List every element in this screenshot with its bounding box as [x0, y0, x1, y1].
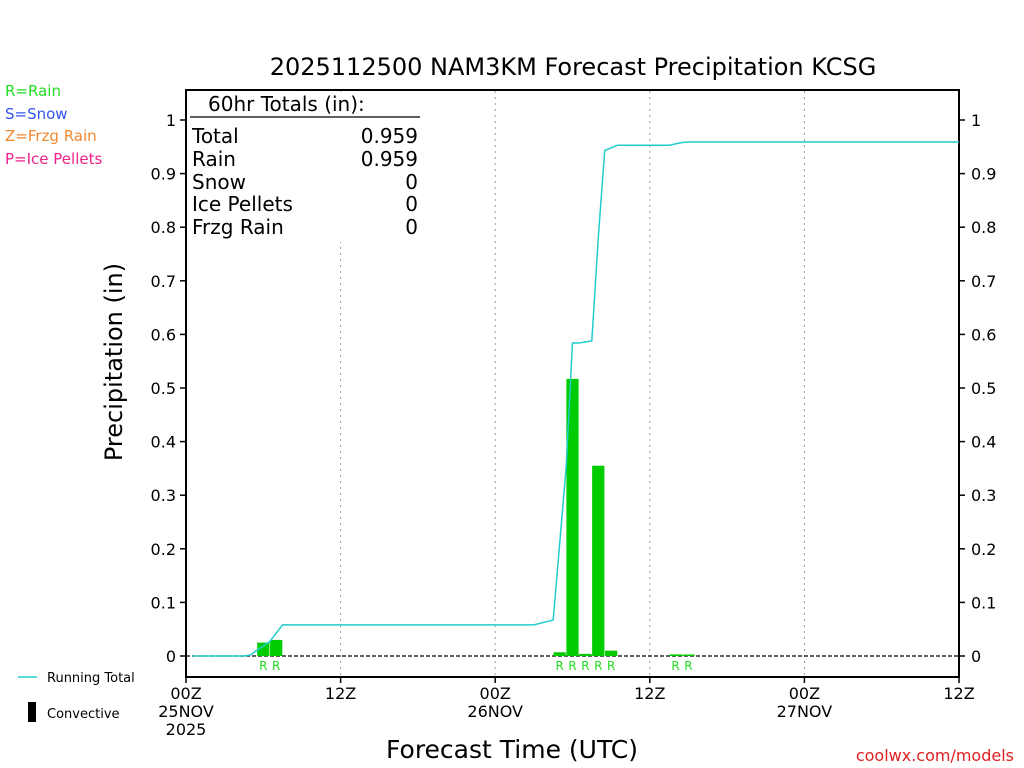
precip-bar-1	[270, 639, 283, 656]
convective-legend-swatch	[28, 702, 36, 722]
type-label-7: R	[671, 659, 679, 673]
ytick-label-left-1: 0.1	[151, 593, 176, 612]
precip-bar-4	[579, 653, 592, 656]
totals-label-total: Total	[191, 124, 239, 148]
chart-title: 2025112500 NAM3KM Forecast Precipitation…	[270, 53, 877, 81]
running-total-series	[192, 141, 959, 657]
totals-value-frzg-rain: 0	[405, 215, 418, 239]
precip-bar-8	[682, 654, 695, 656]
type-label-3: R	[568, 659, 576, 673]
legend-type-ice-pellets: P=Ice Pellets	[5, 150, 102, 168]
xtick-label-3-0: 12Z	[634, 684, 665, 703]
xtick-label-0-0: 00Z	[170, 684, 201, 703]
ytick-label-right-0: 0	[971, 647, 981, 666]
legend-type-rain: R=Rain	[5, 82, 61, 100]
convective-legend-label: Convective	[47, 707, 120, 722]
totals-label-frzg-rain: Frzg Rain	[192, 215, 284, 239]
ytick-label-left-7: 0.7	[151, 272, 176, 291]
ytick-label-right-9: 0.9	[971, 165, 996, 184]
type-label-5: R	[594, 659, 602, 673]
ytick-label-right-7: 0.7	[971, 272, 996, 291]
totals-label-rain: Rain	[192, 147, 236, 171]
y-axis-title: Precipitation (in)	[100, 263, 128, 461]
ytick-label-right-4: 0.4	[971, 433, 996, 452]
totals-value-snow: 0	[405, 170, 418, 194]
precip-bar-3	[566, 378, 579, 656]
ytick-label-left-5: 0.5	[151, 379, 176, 398]
ytick-label-right-1: 0.1	[971, 593, 996, 612]
xtick-label-5-0: 12Z	[943, 684, 974, 703]
ytick-label-right-2: 0.2	[971, 540, 996, 559]
xtick-label-2-1: 26NOV	[467, 702, 523, 721]
totals-header: 60hr Totals (in):	[208, 92, 365, 116]
series-legend: Running Total Convective	[18, 671, 135, 722]
totals-box: 60hr Totals (in): Total 0.959 Rain 0.959…	[188, 92, 424, 242]
type-label-6: R	[607, 659, 615, 673]
running-total-line	[192, 141, 959, 657]
ytick-label-right-8: 0.8	[971, 218, 996, 237]
ytick-label-left-6: 0.6	[151, 325, 176, 344]
plot-frame	[185, 89, 960, 678]
xtick-label-4-1: 27NOV	[777, 702, 833, 721]
legend-type-snow: S=Snow	[5, 105, 68, 123]
totals-label-ice-pellets: Ice Pellets	[192, 192, 293, 216]
precip-type-legend: R=Rain S=Snow Z=Frzg Rain P=Ice Pellets	[5, 82, 102, 168]
ytick-label-left-3: 0.3	[151, 486, 176, 505]
ytick-label-right-5: 0.5	[971, 379, 996, 398]
precip-bar-2	[553, 652, 566, 656]
precip-bars	[257, 378, 695, 656]
type-label-4: R	[581, 659, 589, 673]
type-label-0: R	[259, 659, 267, 673]
ytick-label-right-6: 0.6	[971, 325, 996, 344]
running-total-legend-label: Running Total	[47, 671, 135, 686]
ytick-label-left-4: 0.4	[151, 433, 176, 452]
y-axis: 0 00.1 0.10.2 0.20.3 0.30.4 0.40.5 0.50.6 0.60.…	[151, 111, 997, 666]
type-label-1: R	[272, 659, 280, 673]
totals-label-snow: Snow	[192, 170, 246, 194]
ytick-label-left-0: 0	[166, 647, 176, 666]
xtick-label-1-0: 12Z	[325, 684, 356, 703]
xtick-label-4-0: 00Z	[789, 684, 820, 703]
credit-text: coolwx.com/models	[856, 746, 1014, 765]
xtick-label-2-0: 00Z	[480, 684, 511, 703]
ytick-label-left-9: 0.9	[151, 165, 176, 184]
type-label-2: R	[555, 659, 563, 673]
x-axis-title: Forecast Time (UTC)	[386, 735, 638, 764]
xtick-label-0-2: 2025	[166, 720, 207, 739]
totals-value-ice-pellets: 0	[405, 192, 418, 216]
precip-bar-6	[605, 650, 618, 656]
ytick-label-right-10: 1	[971, 111, 981, 130]
xtick-label-0-1: 25NOV	[158, 702, 214, 721]
ytick-label-left-8: 0.8	[151, 218, 176, 237]
totals-value-rain: 0.959	[361, 147, 418, 171]
legend-type-frzg-rain: Z=Frzg Rain	[5, 127, 97, 145]
precip-bar-0	[257, 642, 270, 656]
precip-bar-5	[592, 465, 605, 656]
totals-value-total: 0.959	[361, 124, 418, 148]
type-label-8: R	[684, 659, 692, 673]
ytick-label-right-3: 0.3	[971, 486, 996, 505]
precip-bar-7	[669, 654, 682, 656]
ytick-label-left-2: 0.2	[151, 540, 176, 559]
ytick-label-left-10: 1	[166, 111, 176, 130]
